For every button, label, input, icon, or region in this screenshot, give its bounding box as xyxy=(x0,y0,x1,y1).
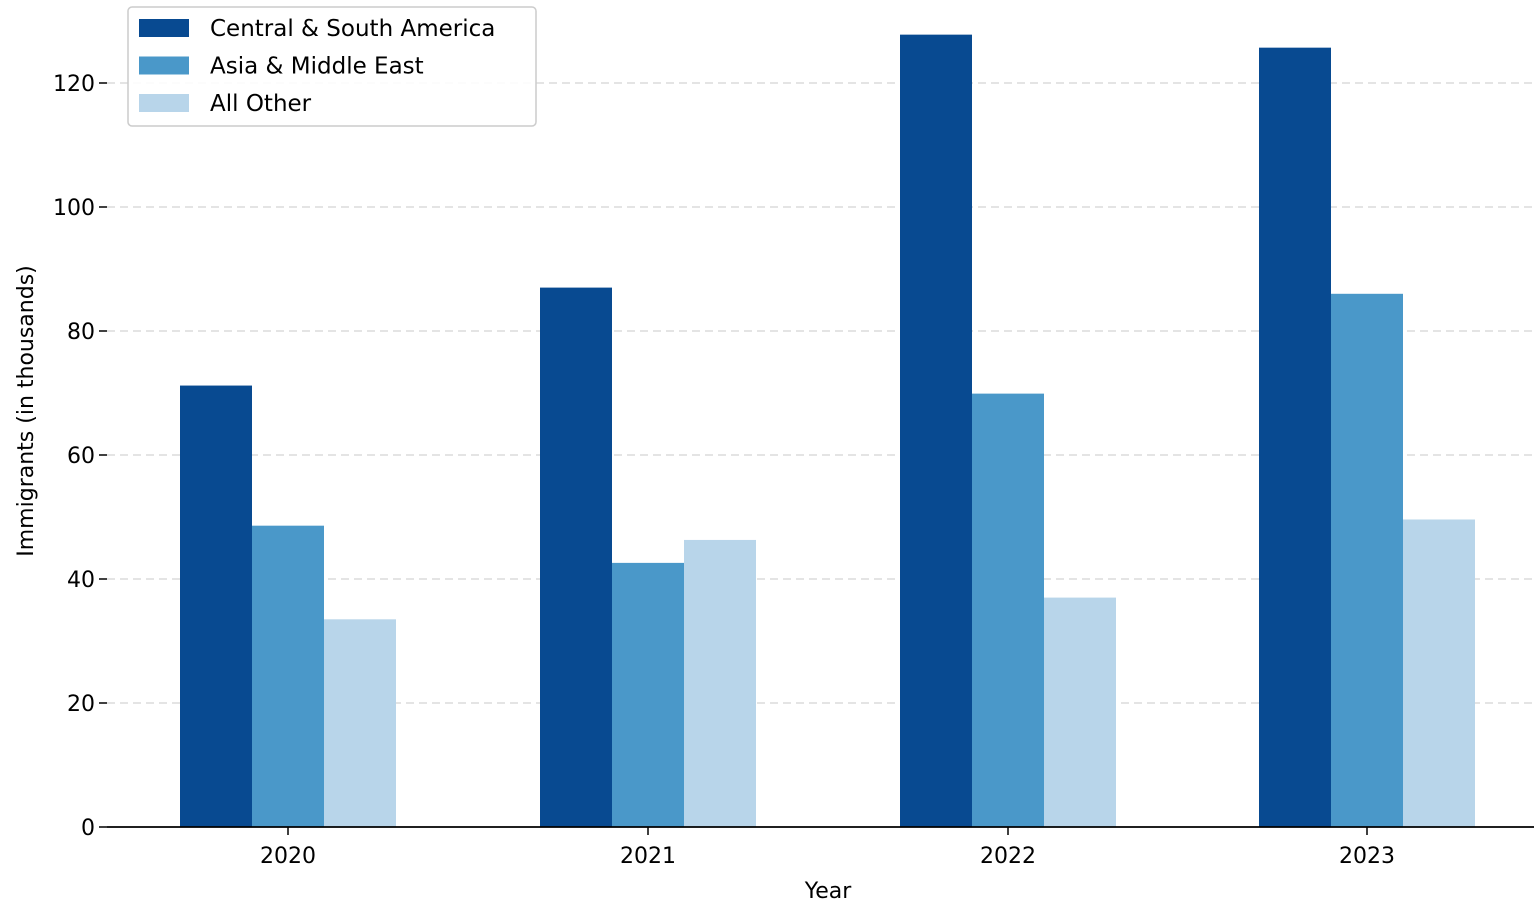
y-tick-label: 80 xyxy=(67,320,95,345)
bar xyxy=(324,619,396,827)
x-axis-title: Year xyxy=(804,879,853,902)
y-tick-label: 20 xyxy=(67,692,95,717)
bar xyxy=(1403,519,1475,827)
legend: Central & South America Asia & Middle Eas… xyxy=(127,6,537,127)
axes: 0 20 40 60 80 100 120 2020 2021 2022 2023 xyxy=(53,72,1534,869)
x-tick-label: 2021 xyxy=(620,844,676,869)
x-tick-label: 2020 xyxy=(260,844,316,869)
bar xyxy=(252,525,324,827)
legend-box xyxy=(127,6,537,127)
x-tick-label: 2022 xyxy=(980,844,1036,869)
y-tick-label: 40 xyxy=(67,568,95,593)
legend-swatch xyxy=(139,94,189,112)
bars xyxy=(180,34,1475,828)
legend-swatch xyxy=(139,19,189,37)
bar xyxy=(180,385,252,827)
y-axis-title: Immigrants (in thousands) xyxy=(14,265,39,556)
y-tick-label: 100 xyxy=(53,196,95,221)
bar xyxy=(972,393,1044,827)
bar xyxy=(1259,47,1331,828)
legend-label: Asia & Middle East xyxy=(210,54,424,80)
bar xyxy=(684,539,756,827)
y-tick-label: 60 xyxy=(67,444,95,469)
bar xyxy=(900,34,972,827)
x-tick-label: 2023 xyxy=(1339,844,1395,869)
y-tick-label: 120 xyxy=(53,72,95,97)
legend-swatch xyxy=(139,56,189,75)
bar xyxy=(612,562,684,827)
legend-label: Central & South America xyxy=(210,16,495,42)
y-tick-label: 0 xyxy=(81,816,95,841)
bar xyxy=(540,287,612,828)
bar xyxy=(1044,597,1116,827)
legend-label: All Other xyxy=(210,91,312,117)
bar xyxy=(1331,293,1403,827)
